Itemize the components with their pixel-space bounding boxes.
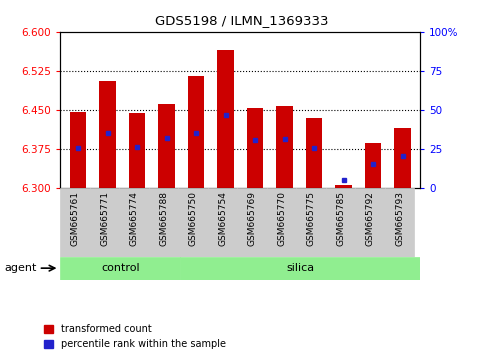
Text: GSM665750: GSM665750: [188, 191, 198, 246]
Bar: [267, 188, 297, 257]
Bar: [60, 257, 180, 280]
Bar: [178, 188, 208, 257]
Bar: [335, 185, 352, 188]
Bar: [208, 188, 237, 257]
Text: GSM665775: GSM665775: [307, 191, 315, 246]
Bar: [306, 118, 322, 188]
Text: GSM665769: GSM665769: [248, 191, 256, 246]
Text: silica: silica: [286, 263, 314, 273]
Text: GSM665785: GSM665785: [336, 191, 345, 246]
Text: GSM665770: GSM665770: [277, 191, 286, 246]
Bar: [119, 188, 149, 257]
Text: GSM665788: GSM665788: [159, 191, 168, 246]
Bar: [237, 188, 267, 257]
Bar: [385, 188, 414, 257]
Bar: [326, 188, 355, 257]
Bar: [247, 108, 263, 188]
Bar: [90, 188, 119, 257]
Bar: [297, 188, 326, 257]
Bar: [217, 50, 234, 188]
Bar: [99, 81, 115, 188]
Bar: [149, 188, 178, 257]
Text: GSM665771: GSM665771: [100, 191, 109, 246]
Text: control: control: [101, 263, 140, 273]
Bar: [395, 128, 411, 188]
Bar: [180, 257, 420, 280]
Bar: [355, 188, 385, 257]
Bar: [70, 112, 86, 188]
Bar: [158, 103, 175, 188]
Bar: [365, 143, 381, 188]
Text: GSM665761: GSM665761: [71, 191, 80, 246]
Text: GSM665792: GSM665792: [366, 191, 375, 246]
Bar: [129, 113, 145, 188]
Text: GSM665754: GSM665754: [218, 191, 227, 246]
Text: GSM665774: GSM665774: [129, 191, 139, 246]
Bar: [188, 76, 204, 188]
Bar: [60, 188, 90, 257]
Bar: [276, 105, 293, 188]
Text: GSM665793: GSM665793: [395, 191, 404, 246]
Legend: transformed count, percentile rank within the sample: transformed count, percentile rank withi…: [43, 324, 226, 349]
Text: agent: agent: [5, 263, 37, 273]
Text: GDS5198 / ILMN_1369333: GDS5198 / ILMN_1369333: [155, 14, 328, 27]
